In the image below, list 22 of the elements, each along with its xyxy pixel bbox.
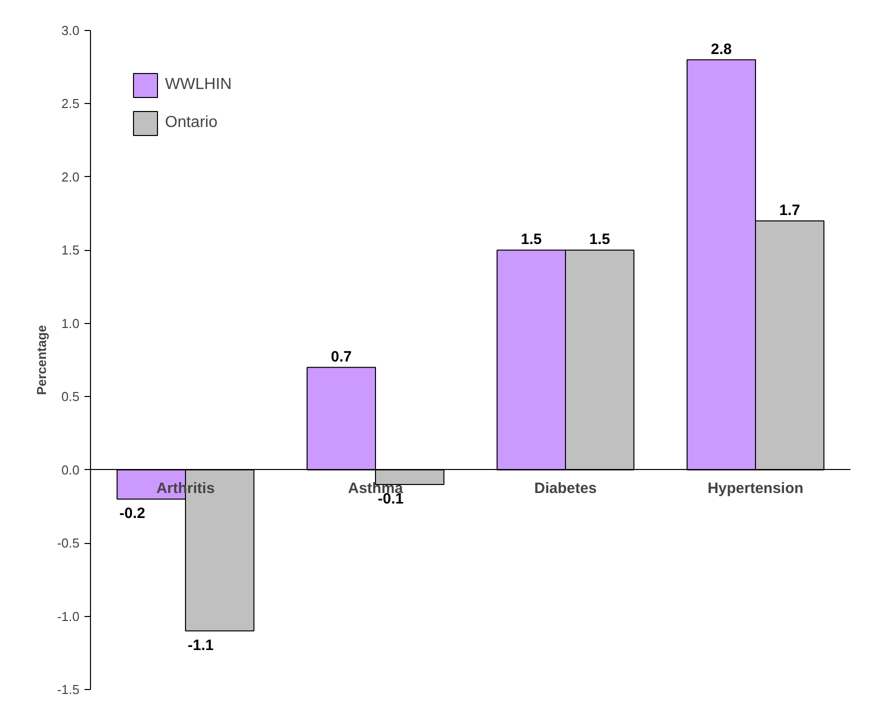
legend-label: WWLHIN	[165, 76, 232, 94]
y-tick-label: 1.5	[61, 242, 80, 258]
x-tick-label: Diabetes	[534, 480, 597, 497]
data-label: -0.2	[119, 505, 146, 522]
y-tick-label: 0.0	[61, 462, 80, 478]
y-axis-title: Percentage	[34, 324, 50, 396]
y-tick-label: -1.0	[57, 608, 80, 624]
data-label: 1.5	[520, 231, 542, 248]
y-tick-label: 2.5	[61, 96, 80, 112]
y-tick-label: -0.5	[57, 536, 80, 551]
y-tick-label: -1.5	[57, 682, 80, 697]
data-label: 2.8	[710, 40, 732, 58]
y-tick-label: 3.0	[61, 23, 80, 38]
data-label: 1.7	[779, 202, 800, 219]
data-label: 0.7	[330, 348, 352, 366]
y-tick-label: 0.5	[61, 389, 80, 404]
x-tick-label: Hypertension	[708, 480, 804, 497]
y-tick-label: 2.0	[61, 169, 80, 184]
data-label: -1.1	[188, 636, 214, 654]
y-tick-label: 1.0	[61, 316, 80, 331]
legend-label: Ontario	[165, 114, 218, 132]
data-label: 1.5	[589, 231, 610, 248]
